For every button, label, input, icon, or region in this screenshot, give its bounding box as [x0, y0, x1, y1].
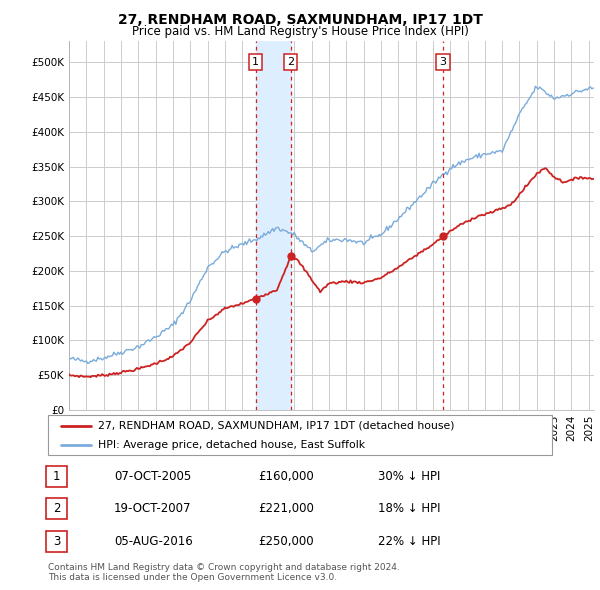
Text: 30% ↓ HPI: 30% ↓ HPI — [378, 470, 440, 483]
Bar — [256, 41, 291, 410]
Text: 2: 2 — [53, 502, 60, 516]
Text: £221,000: £221,000 — [258, 502, 314, 516]
FancyBboxPatch shape — [48, 415, 552, 455]
Text: £250,000: £250,000 — [258, 535, 314, 548]
Text: 19-OCT-2007: 19-OCT-2007 — [114, 502, 191, 516]
FancyBboxPatch shape — [46, 498, 67, 520]
FancyBboxPatch shape — [46, 466, 67, 487]
Text: HPI: Average price, detached house, East Suffolk: HPI: Average price, detached house, East… — [98, 440, 365, 450]
Text: 07-OCT-2005: 07-OCT-2005 — [114, 470, 191, 483]
Text: Price paid vs. HM Land Registry's House Price Index (HPI): Price paid vs. HM Land Registry's House … — [131, 25, 469, 38]
Text: 1: 1 — [252, 57, 259, 67]
Text: 18% ↓ HPI: 18% ↓ HPI — [378, 502, 440, 516]
Text: £160,000: £160,000 — [258, 470, 314, 483]
Text: 3: 3 — [53, 535, 60, 548]
Text: 22% ↓ HPI: 22% ↓ HPI — [378, 535, 440, 548]
Text: 3: 3 — [440, 57, 446, 67]
Text: 05-AUG-2016: 05-AUG-2016 — [114, 535, 193, 548]
FancyBboxPatch shape — [46, 531, 67, 552]
Text: Contains HM Land Registry data © Crown copyright and database right 2024.
This d: Contains HM Land Registry data © Crown c… — [48, 563, 400, 582]
Text: 27, RENDHAM ROAD, SAXMUNDHAM, IP17 1DT: 27, RENDHAM ROAD, SAXMUNDHAM, IP17 1DT — [118, 13, 482, 27]
Text: 1: 1 — [53, 470, 60, 483]
Text: 27, RENDHAM ROAD, SAXMUNDHAM, IP17 1DT (detached house): 27, RENDHAM ROAD, SAXMUNDHAM, IP17 1DT (… — [98, 421, 455, 431]
Text: 2: 2 — [287, 57, 295, 67]
